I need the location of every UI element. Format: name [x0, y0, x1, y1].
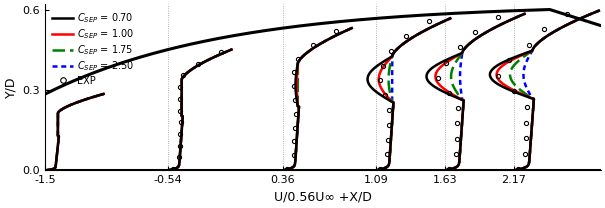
Y-axis label: Y/D: Y/D [4, 77, 17, 98]
X-axis label: U/0.56U∞ +X/D: U/0.56U∞ +X/D [274, 191, 372, 204]
Legend: $C_{SEP}$ = 0.70, $C_{SEP}$ = 1.00, $C_{SEP}$ = 1.75, $C_{SEP}$ = 2.50, EXP: $C_{SEP}$ = 0.70, $C_{SEP}$ = 1.00, $C_{… [50, 9, 137, 88]
